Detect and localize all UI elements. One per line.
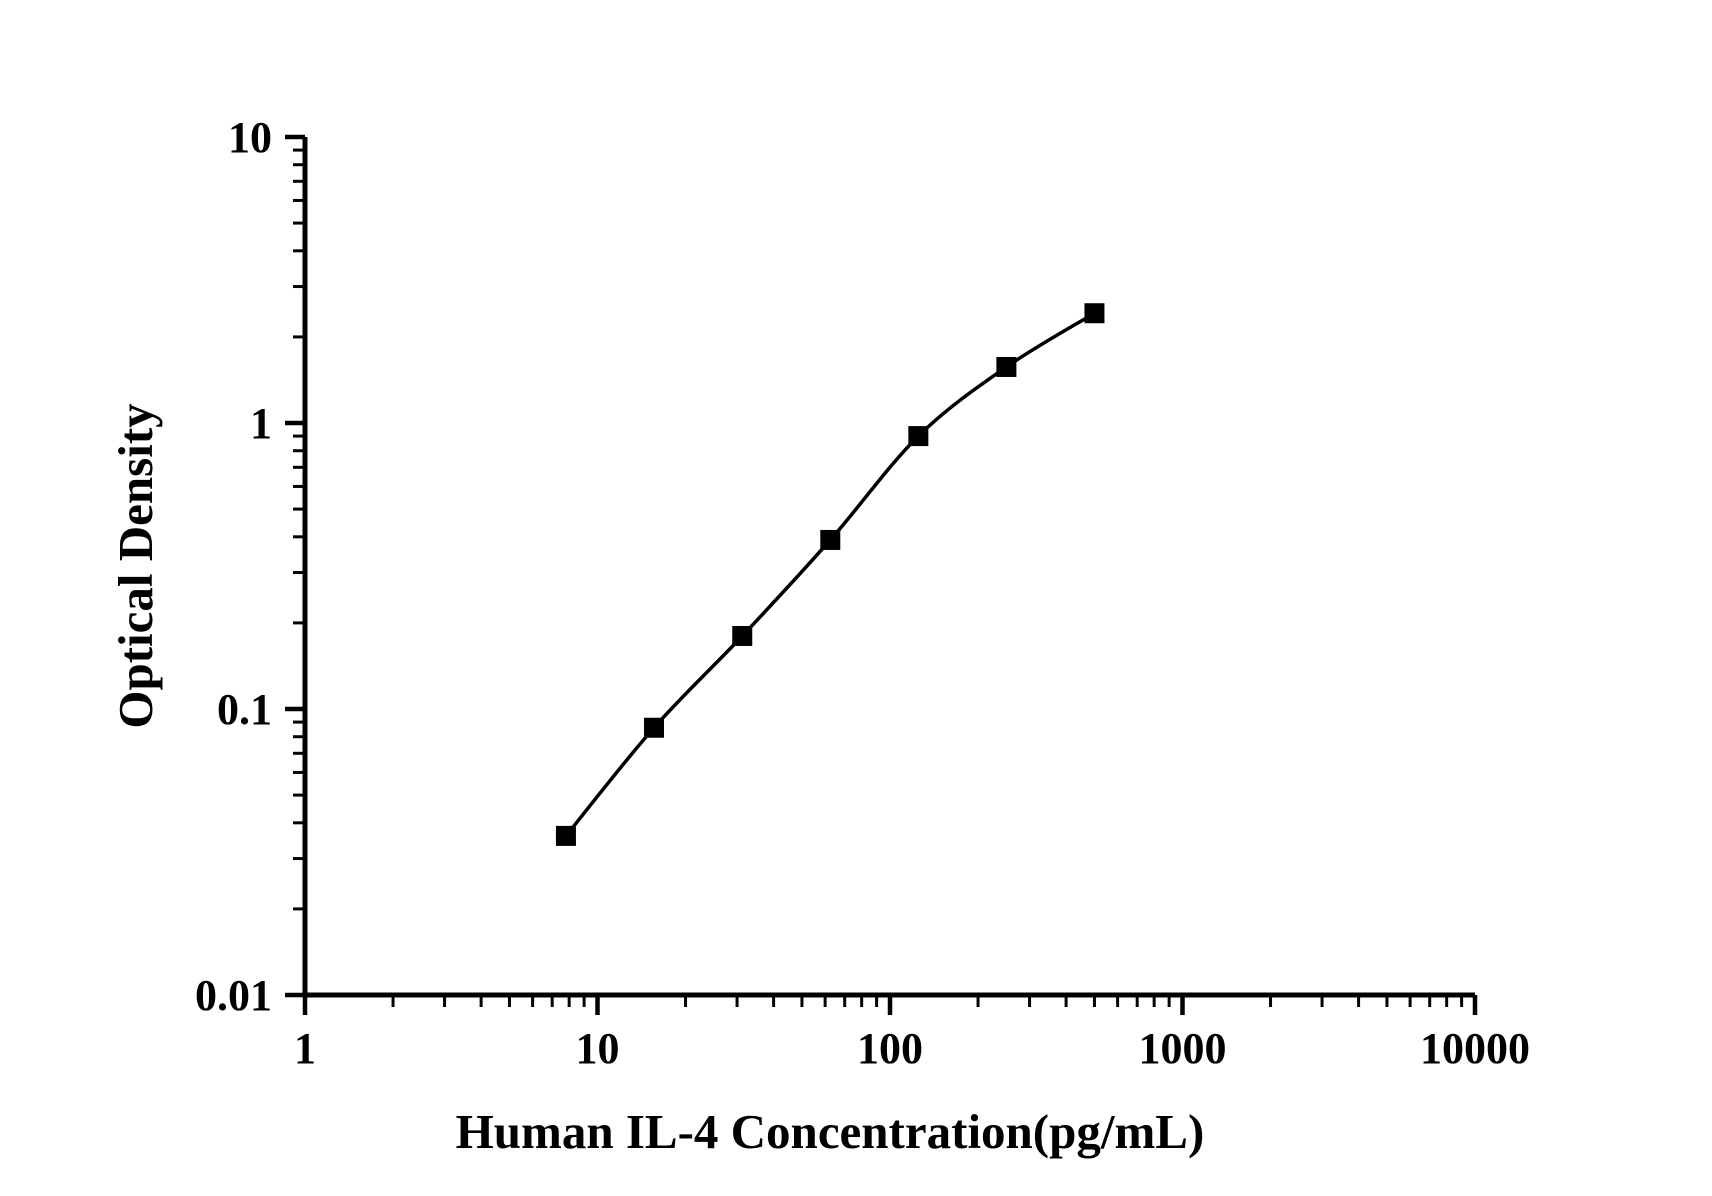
axes-layer [285, 134, 1478, 1015]
y-axis-tick-label: 10 [228, 113, 272, 162]
data-point-marker [555, 825, 576, 846]
y-axis-tick-label: 0.01 [195, 971, 272, 1020]
y-axis-tick-label: 1 [250, 399, 272, 448]
y-axis-title: Optical Density [108, 403, 163, 729]
x-axis-tick-label: 1 [294, 1024, 316, 1073]
x-axis-tick-label: 1000 [1139, 1024, 1227, 1073]
data-point-marker [908, 426, 929, 447]
tick-label-layer: 1 10 100 1000 10000 0.01 0.1 1 10 [195, 113, 1530, 1073]
data-point-marker [1084, 303, 1105, 324]
data-point-marker [643, 717, 664, 738]
y-axis-tick-label: 0.1 [217, 685, 272, 734]
x-axis-title: Human IL-4 Concentration(pg/mL) [456, 1104, 1205, 1159]
data-point-marker [996, 356, 1017, 377]
axis-line [302, 137, 1475, 998]
x-axis-tick-label: 100 [857, 1024, 923, 1073]
x-axis-tick-label: 10000 [1420, 1024, 1530, 1073]
series-layer [555, 303, 1105, 846]
data-point-marker [820, 529, 841, 550]
data-point-marker [732, 625, 753, 646]
curve-path [564, 311, 1096, 838]
x-axis-tick-label: 10 [576, 1024, 620, 1073]
